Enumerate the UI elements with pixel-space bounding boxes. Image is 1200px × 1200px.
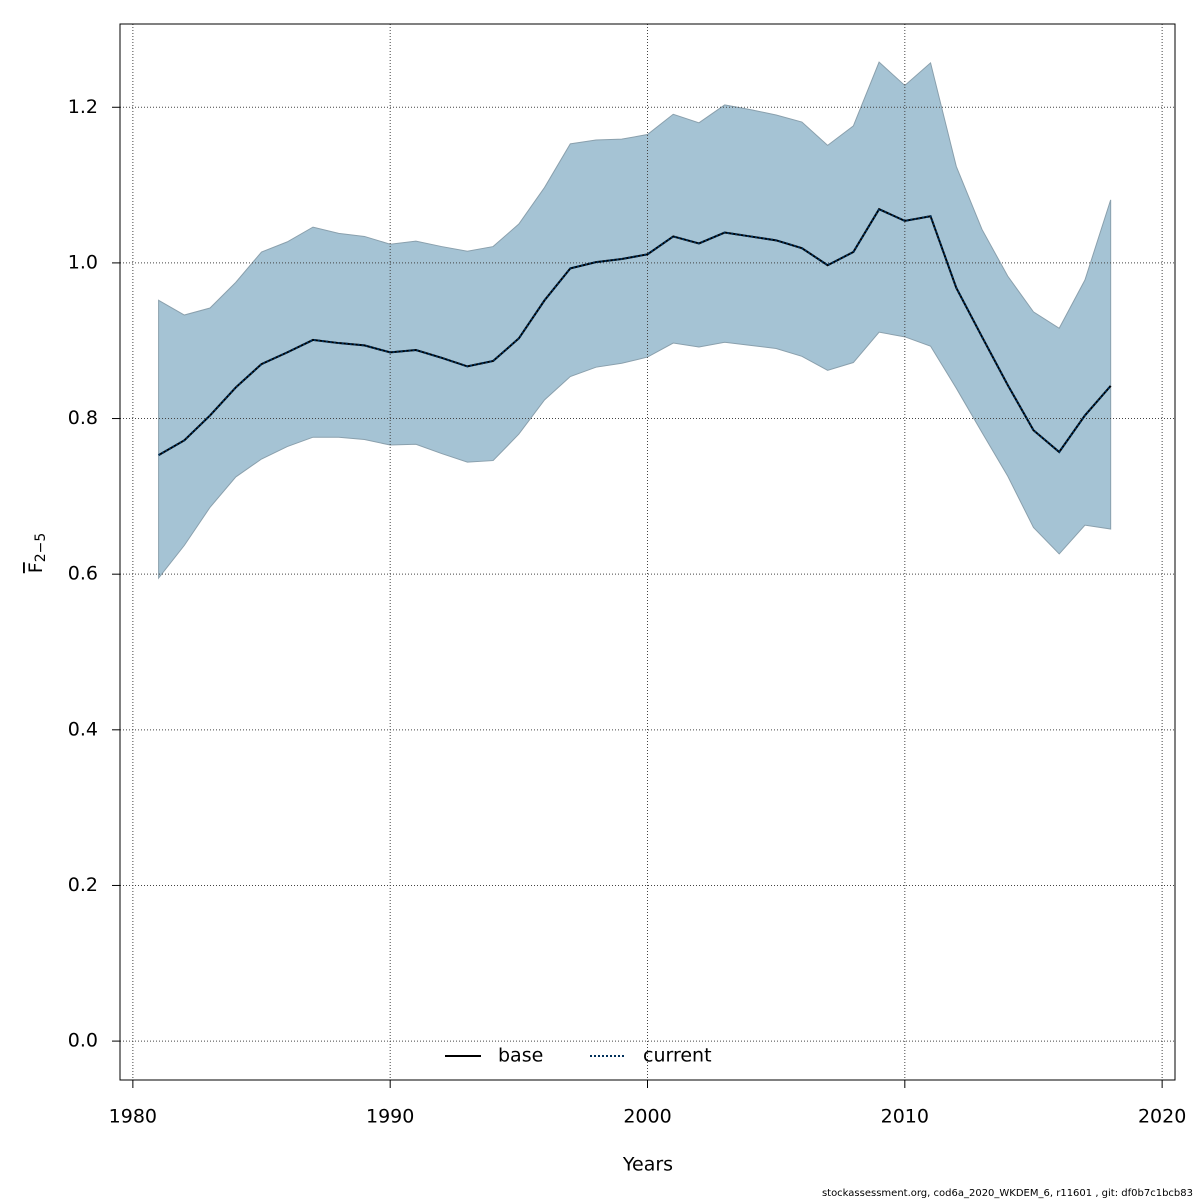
y-axis-label-sub: 2−5 — [33, 533, 49, 563]
y-tick-label: 0.0 — [68, 1030, 98, 1052]
x-tick-label: 1990 — [366, 1106, 414, 1128]
y-tick-label: 1.0 — [68, 251, 98, 273]
y-tick-label: 0.6 — [68, 563, 98, 585]
confidence-band — [158, 61, 1112, 580]
x-tick-label: 2020 — [1138, 1106, 1186, 1128]
x-axis-label: Years — [622, 1154, 673, 1176]
y-tick-label: 1.2 — [68, 96, 98, 118]
x-tick-label: 2000 — [623, 1106, 671, 1128]
x-tick-label: 1980 — [109, 1106, 157, 1128]
y-tick-label: 0.8 — [68, 407, 98, 429]
x-tick-label: 2010 — [881, 1106, 929, 1128]
y-axis-label: F2−5 — [25, 533, 50, 573]
series-line — [158, 207, 1112, 456]
y-tick-label: 0.2 — [68, 874, 98, 896]
legend-label: base — [498, 1045, 543, 1067]
y-tick-label: 0.4 — [68, 718, 98, 740]
plot-frame — [119, 23, 1176, 1081]
legend-label: current — [643, 1045, 712, 1067]
y-axis-label-main: F — [25, 562, 47, 573]
footer: stockassessment.org, cod6a_2020_WKDEM_6,… — [822, 1188, 1193, 1199]
